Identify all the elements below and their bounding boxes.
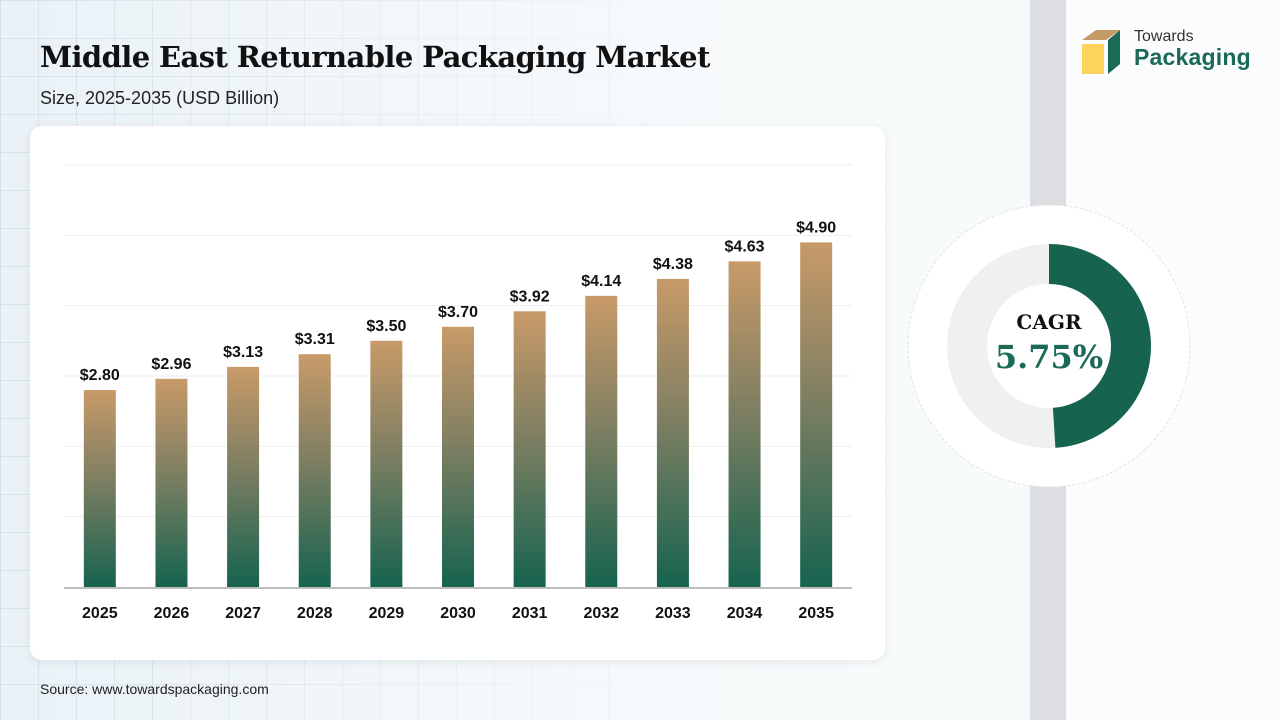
bar-2027 (227, 366, 260, 587)
x-axis-ticks: 2025 2026 2027 2028 2029 2030 2031 2032 2033 2034… (82, 605, 834, 622)
bar-2032 (585, 295, 618, 587)
bar-2034 (728, 261, 761, 587)
bar-2026 (155, 378, 188, 587)
data-label-2033: $4.38 (653, 256, 693, 273)
cagr-ring-fill (1049, 244, 1151, 448)
data-label-2026: $2.96 (151, 356, 191, 373)
bar-2028 (298, 354, 331, 587)
bar-2033 (656, 278, 689, 587)
page-subtitle: Size, 2025-2035 (USD Billion) (40, 88, 280, 108)
bar-2025 (83, 390, 116, 587)
data-label-2025: $2.80 (80, 367, 120, 384)
data-label-2035: $4.90 (796, 219, 836, 236)
x-tick-2029: 2029 (369, 605, 405, 622)
x-tick-2030: 2030 (440, 605, 476, 622)
bar-chart: $2.80 $2.96 $3.13 $3.31 $3.50 $3.70 $3.92 $4.14… (64, 164, 852, 622)
logo-text-packaging: Packaging (1134, 44, 1251, 70)
data-label-2028: $3.31 (295, 331, 335, 348)
x-tick-2028: 2028 (297, 605, 333, 622)
box-icon (1082, 30, 1120, 74)
data-label-2030: $3.70 (438, 304, 478, 321)
cagr-donut: CAGR 5.75% (906, 203, 1192, 489)
data-label-2032: $4.14 (581, 273, 621, 290)
logo: Towards Packaging (1082, 28, 1262, 78)
data-label-2034: $4.63 (725, 238, 765, 255)
logo-text-towards: Towards (1134, 28, 1194, 45)
x-tick-2032: 2032 (583, 605, 619, 622)
bar-2030 (442, 326, 474, 587)
x-tick-2033: 2033 (655, 605, 691, 622)
cagr-label: CAGR (1016, 310, 1082, 334)
data-label-2031: $3.92 (510, 288, 550, 305)
x-tick-2035: 2035 (798, 605, 834, 622)
cagr-value: 5.75% (994, 338, 1104, 376)
x-tick-2025: 2025 (82, 605, 118, 622)
x-tick-2031: 2031 (512, 605, 548, 622)
bar-2031 (513, 311, 546, 587)
page-title: Middle East Returnable Packaging Market (40, 40, 710, 74)
data-labels: $2.80 $2.96 $3.13 $3.31 $3.50 $3.70 $3.92 $4.14… (80, 219, 837, 384)
bars (83, 242, 833, 587)
x-tick-2034: 2034 (727, 605, 763, 622)
source-note: Source: www.towardspackaging.com (40, 681, 269, 697)
bar-2035 (800, 242, 833, 587)
bar-2029 (370, 340, 403, 587)
chart-card: $2.80 $2.96 $3.13 $3.31 $3.50 $3.70 $3.92 $4.14… (30, 126, 885, 660)
cagr-ring (907, 204, 1191, 488)
data-label-2029: $3.50 (366, 318, 406, 335)
x-tick-2026: 2026 (154, 605, 190, 622)
data-label-2027: $3.13 (223, 344, 263, 361)
x-tick-2027: 2027 (225, 605, 261, 622)
